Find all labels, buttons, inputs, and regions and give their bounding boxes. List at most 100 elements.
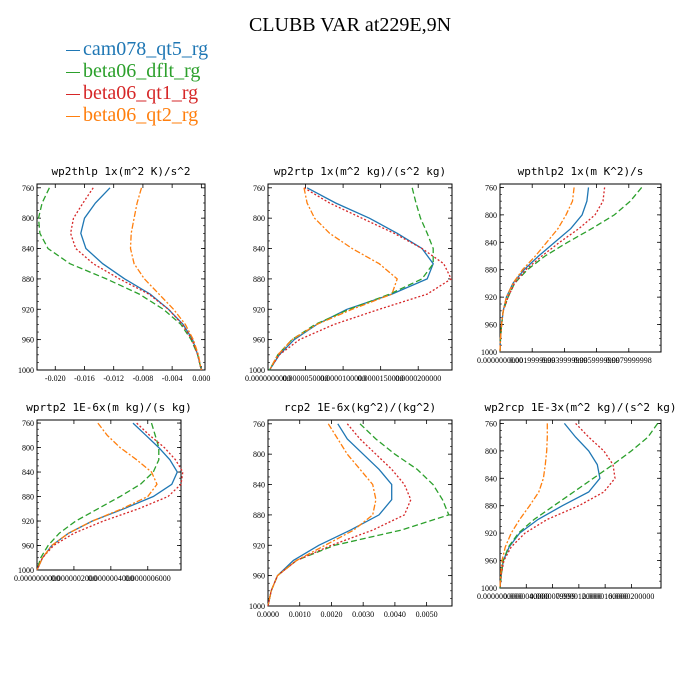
y-tick-label: 800 [485,211,497,220]
x-tick-label: -0.004 [162,374,183,383]
y-tick-label: 840 [22,468,34,477]
series-line-beta06_qt2_rg [499,187,575,353]
x-tick-label: 0.0000200000 [395,374,441,383]
y-tick-label: 840 [485,474,497,483]
y-tick-label: 840 [253,481,265,490]
y-tick-label: 800 [22,214,34,223]
y-tick-label: 960 [253,572,265,581]
legend-label: beta06_qt1_rg [83,82,199,104]
series-line-beta06_dflt_rg [499,186,643,353]
y-tick-label: 760 [253,420,265,429]
y-tick-label: 880 [22,275,34,284]
legend-line-mark [66,93,80,95]
x-tick-label: 0.0000006000 [125,574,171,583]
y-tick-label: 1000 [18,366,34,375]
series-line-beta06_qt1_rg [499,422,616,589]
y-tick-label: 960 [485,557,497,566]
series-line-beta06_qt2_rg [268,187,398,371]
series-line-beta06_qt2_rg [36,422,158,571]
panel-title: rcp2 1E-6x(kg^2)/(kg^2) [284,401,436,414]
x-tick-label: 0.0019999999 [509,356,555,365]
x-tick-label: 0.0030 [352,610,374,619]
y-tick-label: 1000 [249,366,265,375]
plot-frame [499,183,662,353]
panel-title: wpthlp2 1x(m K^2)/s [518,165,644,178]
legend-item-3: beta06_qt1_rg [66,82,208,104]
x-tick-label: 0.0020 [320,610,342,619]
x-tick-label: 0.000 [192,374,210,383]
y-tick-label: 760 [22,184,34,193]
x-tick-label: 0.0010 [289,610,311,619]
y-tick-label: 1000 [481,348,497,357]
y-tick-label: 760 [22,419,34,428]
x-tick-label: 0.0000004000 [88,574,134,583]
series-line-beta06_qt1_rg [36,422,184,571]
legend: cam078_qt5_rg beta06_dflt_rg beta06_qt1_… [66,38,208,126]
legend-label: beta06_dflt_rg [83,60,201,82]
series-line-beta06_dflt_rg [499,423,659,589]
y-tick-label: 920 [253,541,265,550]
y-tick-label: 840 [485,238,497,247]
series-line-beta06_qt1_rg [499,187,606,353]
x-tick-label: 0.0000079999 [530,592,576,601]
y-tick-label: 960 [485,321,497,330]
series-line-beta06_qt1_rg [268,187,453,371]
x-tick-label: 0.0000120000 [556,592,602,601]
y-tick-label: 800 [253,450,265,459]
series-line-beta06_qt2_rg [129,187,202,371]
y-tick-label: 1000 [249,602,265,611]
x-tick-label: 0.0000150000 [358,374,404,383]
x-tick-label: 0.0039999999 [541,356,587,365]
legend-label: beta06_qt2_rg [83,104,199,126]
y-tick-label: 760 [253,184,265,193]
x-tick-label: -0.020 [45,374,66,383]
x-tick-label: 0.0000000000 [477,592,523,601]
panel-title: wp2rtp 1x(m^2 kg)/(s^2 kg) [274,165,446,178]
x-tick-label: 0.0040 [384,610,406,619]
plot-frame [499,419,662,589]
panel-title: wprtp2 1E-6x(m kg)/(s kg) [26,401,192,414]
y-tick-label: 920 [485,293,497,302]
y-tick-label: 1000 [18,566,34,575]
x-tick-label: -0.016 [74,374,95,383]
series-line-beta06_dflt_rg [36,422,160,571]
series-line-beta06_dflt_rg [267,423,450,607]
y-tick-label: 960 [253,336,265,345]
y-tick-label: 920 [485,529,497,538]
x-tick-label: 0.0000 [257,610,279,619]
legend-line-mark [66,115,80,117]
panel-title: wp2thlp 1x(m^2 K)/s^2 [51,165,190,178]
x-tick-label: 0.0000050000 [283,374,329,383]
y-tick-label: 840 [22,245,34,254]
legend-item-4: beta06_qt2_rg [66,104,208,126]
x-tick-label: 0.0079999998 [606,356,652,365]
series-line-beta06_qt1_rg [69,187,202,371]
legend-item-1: cam078_qt5_rg [66,38,208,60]
y-tick-label: 800 [253,214,265,223]
y-tick-label: 920 [253,305,265,314]
series-line-cam078_qt5_rg [36,422,179,571]
y-tick-label: 880 [485,502,497,511]
series-line-beta06_qt1_rg [267,423,412,607]
series-line-beta06_qt2_rg [267,423,377,607]
y-tick-label: 880 [22,493,34,502]
x-tick-label: -0.012 [103,374,124,383]
plot-frame [267,183,453,371]
plot-frame [36,183,206,371]
y-tick-label: 800 [485,447,497,456]
series-line-beta06_dflt_rg [268,187,434,371]
series-line-beta06_qt2_rg [499,423,548,589]
x-tick-label: 0.0059999999 [574,356,620,365]
figure-title: CLUBB VAR at229E,9N [248,14,452,36]
x-tick-label: -0.008 [133,374,154,383]
x-tick-label: 0.0050 [416,610,438,619]
y-tick-label: 880 [253,511,265,520]
y-tick-label: 960 [22,542,34,551]
legend-label: cam078_qt5_rg [83,38,209,60]
y-tick-label: 840 [253,245,265,254]
x-tick-label: 0.0000040000 [503,592,549,601]
x-tick-label: 0.0000000000 [477,356,523,365]
series-line-cam078_qt5_rg [499,422,601,589]
y-tick-label: 1000 [481,584,497,593]
y-tick-label: 920 [22,517,34,526]
